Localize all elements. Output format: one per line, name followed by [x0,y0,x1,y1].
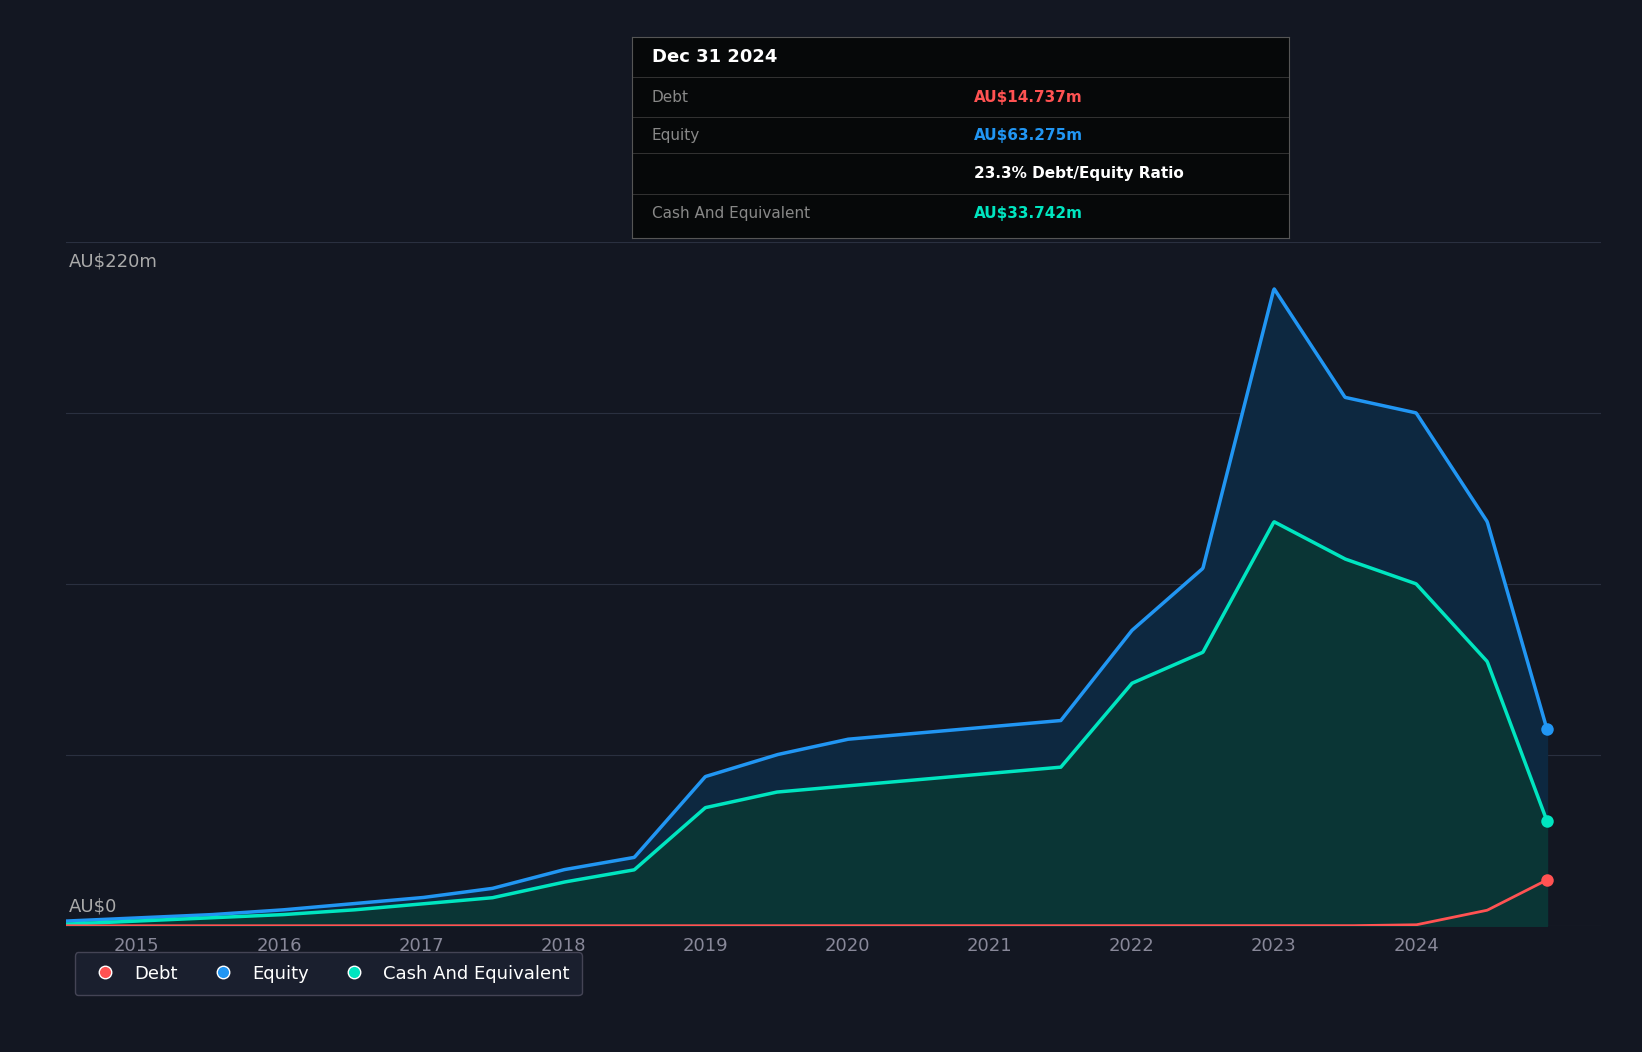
Text: AU$220m: AU$220m [69,252,158,270]
Text: Debt: Debt [652,89,690,104]
Text: 23.3% Debt/Equity Ratio: 23.3% Debt/Equity Ratio [974,166,1184,181]
Text: AU$63.275m: AU$63.275m [974,128,1082,143]
Text: AU$0: AU$0 [69,897,117,915]
Text: Equity: Equity [652,128,699,143]
Legend: Debt, Equity, Cash And Equivalent: Debt, Equity, Cash And Equivalent [74,952,581,995]
Text: AU$14.737m: AU$14.737m [974,89,1082,104]
Text: Dec 31 2024: Dec 31 2024 [652,48,777,66]
Text: AU$33.742m: AU$33.742m [974,206,1082,221]
Text: Cash And Equivalent: Cash And Equivalent [652,206,810,221]
